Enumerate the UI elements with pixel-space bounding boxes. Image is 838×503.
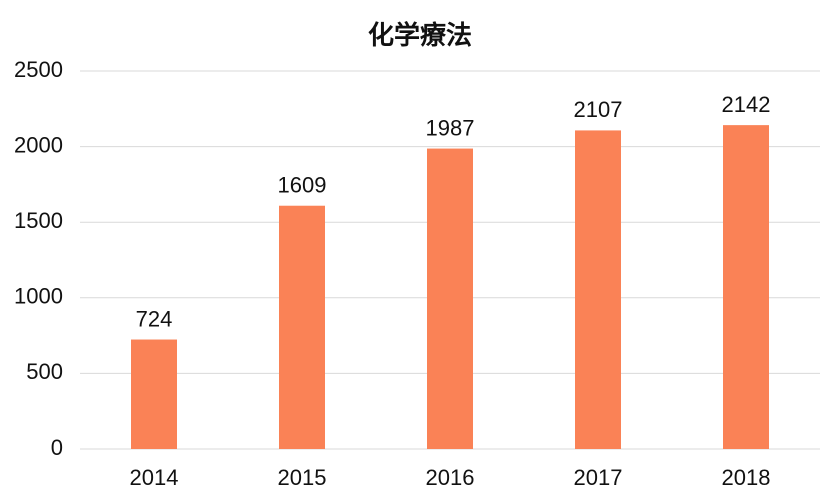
y-tick-label: 0 bbox=[51, 435, 63, 460]
y-tick-label: 2000 bbox=[14, 132, 63, 157]
x-tick-label: 2018 bbox=[722, 465, 771, 490]
bar bbox=[427, 148, 473, 449]
x-tick-label: 2015 bbox=[278, 465, 327, 490]
x-tick-label: 2016 bbox=[426, 465, 475, 490]
bar bbox=[279, 205, 325, 449]
bar bbox=[131, 339, 177, 449]
y-tick-label: 1500 bbox=[14, 208, 63, 233]
bar bbox=[723, 125, 769, 449]
data-label: 1987 bbox=[426, 115, 475, 140]
data-label: 2142 bbox=[722, 92, 771, 117]
bar bbox=[575, 130, 621, 449]
x-tick-label: 2014 bbox=[130, 465, 179, 490]
y-tick-label: 500 bbox=[26, 359, 63, 384]
y-tick-label: 2500 bbox=[14, 57, 63, 82]
x-tick-label: 2017 bbox=[574, 465, 623, 490]
data-label: 1609 bbox=[278, 173, 327, 198]
data-label: 724 bbox=[136, 306, 173, 331]
y-tick-label: 1000 bbox=[14, 284, 63, 309]
data-label: 2107 bbox=[574, 97, 623, 122]
chart-title: 化学療法 bbox=[368, 20, 472, 50]
